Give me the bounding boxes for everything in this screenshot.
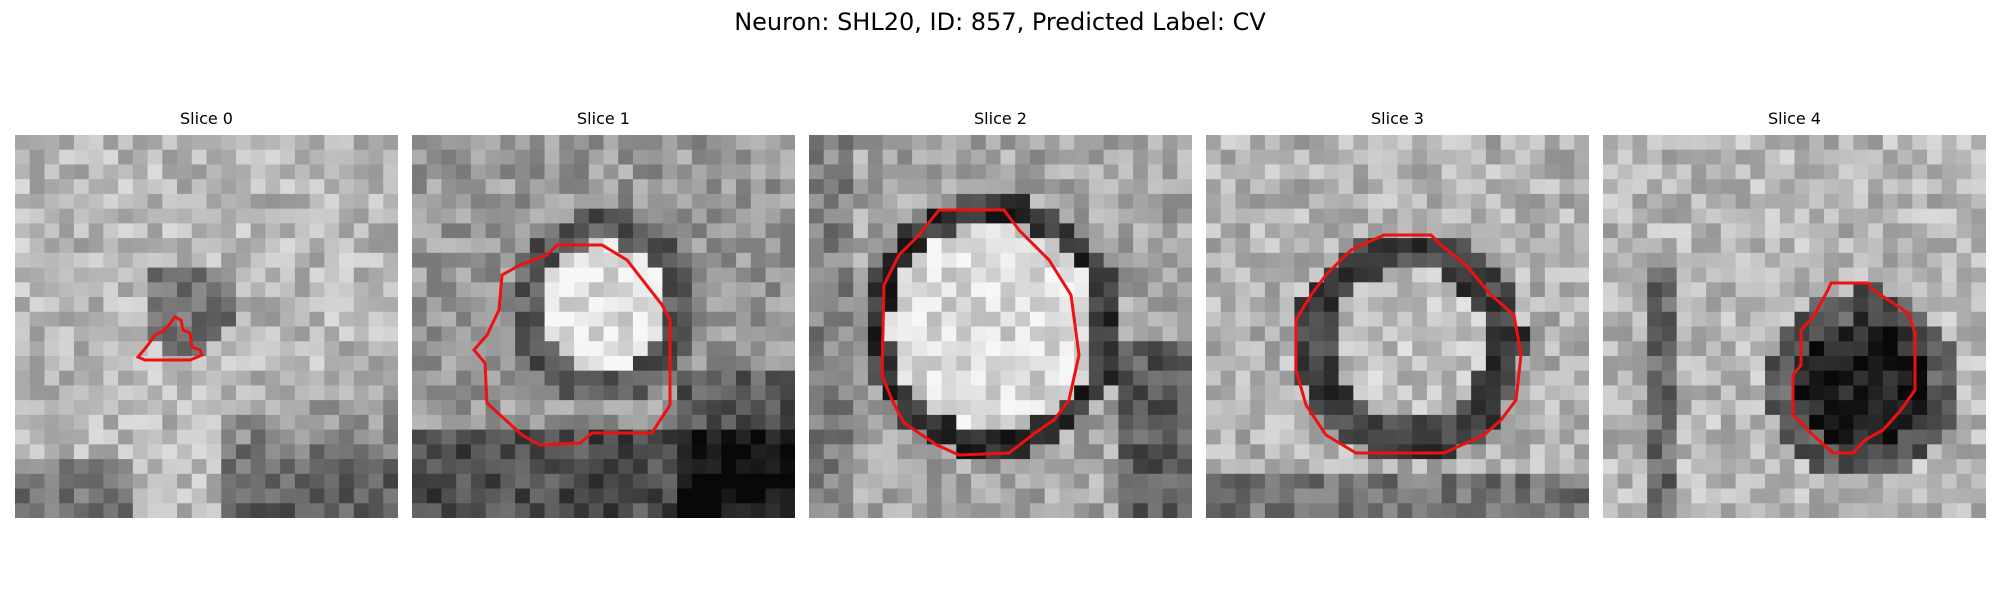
slice-image	[412, 135, 795, 518]
slice-panel-4: Slice 4	[1603, 108, 1986, 518]
segmentation-contour	[880, 208, 1081, 457]
grayscale-pixels	[1603, 135, 1986, 518]
slice-panel-0: Slice 0	[15, 108, 398, 518]
segmentation-contour	[135, 315, 204, 362]
slice-title: Slice 1	[577, 109, 630, 128]
slice-image	[1206, 135, 1589, 518]
slice-title: Slice 4	[1768, 109, 1821, 128]
slice-title: Slice 2	[974, 109, 1027, 128]
grayscale-pixels	[1206, 135, 1589, 518]
segmentation-contour	[1294, 233, 1523, 455]
segmentation-contour	[472, 243, 672, 447]
slice-image	[15, 135, 398, 518]
segmentation-contour	[1791, 281, 1917, 455]
grayscale-pixels	[15, 135, 398, 518]
slice-panel-3: Slice 3	[1206, 108, 1589, 518]
slice-title: Slice 0	[180, 109, 233, 128]
grayscale-pixels	[809, 135, 1192, 518]
slice-title: Slice 3	[1371, 109, 1424, 128]
figure-title: Neuron: SHL20, ID: 857, Predicted Label:…	[734, 8, 1266, 36]
slice-panel-2: Slice 2	[809, 108, 1192, 518]
slice-image	[1603, 135, 1986, 518]
grayscale-pixels	[412, 135, 795, 518]
slice-image	[809, 135, 1192, 518]
slice-panel-1: Slice 1	[412, 108, 795, 518]
